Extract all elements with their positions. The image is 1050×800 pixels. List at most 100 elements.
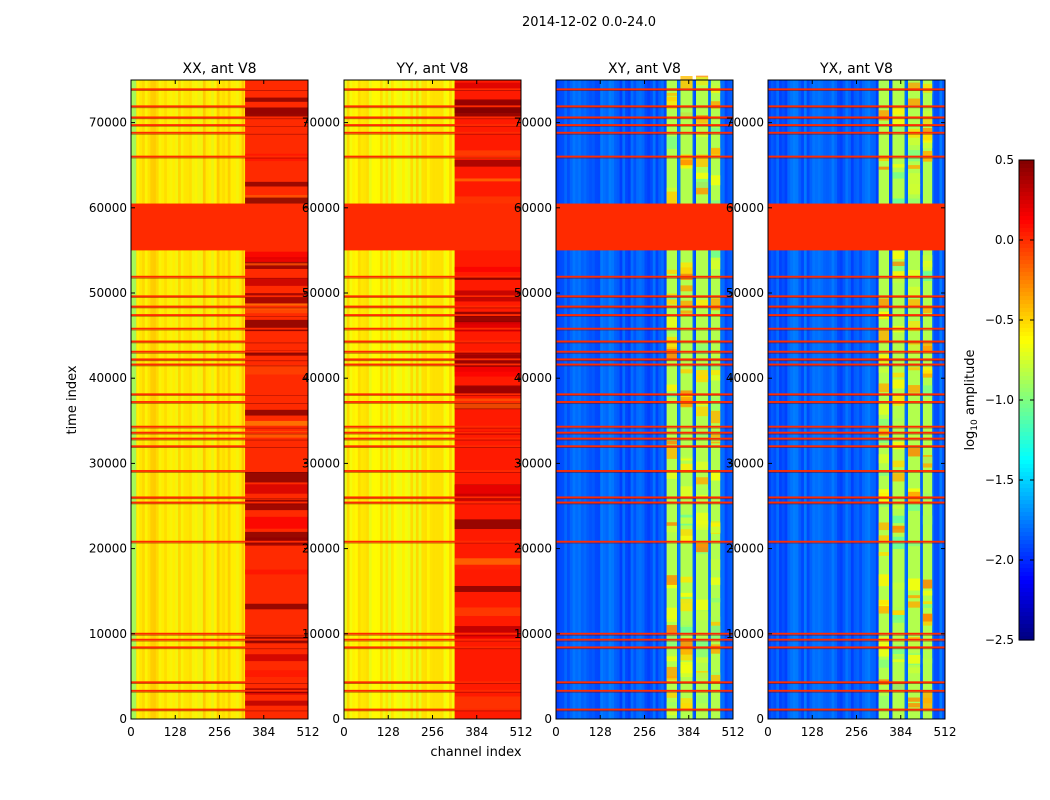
- band-texture: [696, 638, 709, 649]
- y-tick-label: 20000: [89, 542, 127, 556]
- band-texture: [922, 110, 933, 119]
- flagged-row: [344, 393, 521, 396]
- band-texture: [710, 298, 721, 311]
- colorbar-segment: [1019, 508, 1034, 513]
- band-texture: [908, 595, 921, 599]
- band-texture: [878, 469, 889, 476]
- colorbar-label: log10 amplitude: [963, 349, 980, 450]
- channel-stripe: [172, 80, 176, 719]
- band-texture: [245, 603, 308, 610]
- colorbar-tick-label: −0.5: [985, 313, 1014, 327]
- y-tick-label: 20000: [514, 542, 552, 556]
- band-texture: [922, 456, 933, 464]
- channel-stripe: [352, 80, 356, 719]
- colorbar-segment: [1019, 196, 1034, 201]
- channel-stripe: [875, 80, 879, 719]
- heatmap-panel: YX, ant V8 0 128 256 384 512 0 10000 20000 30000 4…: [726, 61, 957, 739]
- channel-stripe: [586, 80, 590, 719]
- band-texture: [878, 418, 889, 426]
- channel-band: [666, 80, 677, 719]
- flagged-row: [344, 540, 521, 543]
- band-texture: [710, 375, 721, 381]
- channel-stripe: [216, 80, 220, 719]
- channel-stripe: [906, 80, 910, 719]
- channel-stripe: [691, 80, 695, 719]
- band-texture: [666, 446, 677, 459]
- band-texture: [696, 432, 709, 438]
- channel-stripe: [175, 80, 179, 719]
- channel-stripe: [407, 80, 411, 719]
- colorbar-segment: [1019, 320, 1034, 325]
- panel-title: YX, ant V8: [819, 61, 893, 77]
- flagged-time-block: [768, 203, 945, 251]
- band-texture: [696, 656, 709, 663]
- band-texture: [666, 526, 677, 533]
- band-texture: [666, 92, 677, 96]
- band-texture: [892, 114, 905, 118]
- band-texture: [878, 81, 889, 91]
- channel-stripe: [236, 80, 239, 719]
- colorbar-segment: [1019, 452, 1034, 457]
- band-texture: [878, 695, 889, 709]
- band-texture: [908, 654, 921, 664]
- colorbar-segment: [1019, 588, 1034, 593]
- flagged-row: [131, 327, 308, 330]
- colorbar-segment: [1019, 316, 1034, 321]
- colorbar-segment: [1019, 520, 1034, 525]
- colorbar-segment: [1019, 256, 1034, 261]
- heatmap-panel: XX, ant V8 0 128 256 384 512 0 10000 20000 30000 4…: [89, 61, 320, 739]
- colorbar-segment: [1019, 204, 1034, 209]
- flagged-row: [556, 340, 733, 343]
- band-texture: [908, 344, 921, 357]
- x-tick-label: 128: [589, 725, 612, 739]
- channel-stripe: [779, 80, 782, 719]
- band-texture: [892, 515, 905, 524]
- channel-stripe: [931, 80, 934, 719]
- channel-stripe: [625, 80, 628, 719]
- flagged-row: [768, 638, 945, 641]
- band-texture: [696, 695, 709, 704]
- channel-stripe: [421, 80, 425, 719]
- colorbar-segment: [1019, 424, 1034, 429]
- channel-stripe: [658, 80, 662, 719]
- flagged-row: [344, 425, 521, 428]
- flagged-row: [556, 401, 733, 403]
- x-tick-label: 512: [722, 725, 745, 739]
- band-texture: [245, 181, 308, 187]
- band-texture: [922, 367, 933, 374]
- band-texture: [710, 472, 721, 481]
- band-texture: [680, 456, 693, 461]
- flagged-row: [768, 689, 945, 692]
- band-texture: [892, 659, 905, 663]
- colorbar-segment: [1019, 332, 1034, 337]
- channel-stripe: [859, 80, 863, 719]
- colorbar-segment: [1019, 512, 1034, 517]
- channel-stripe: [812, 80, 816, 719]
- channel-stripe: [817, 80, 821, 719]
- x-tick-label: 128: [801, 725, 824, 739]
- band-texture: [454, 351, 521, 362]
- channel-stripe: [402, 80, 405, 719]
- flagged-row: [556, 431, 733, 434]
- channel-stripe: [862, 80, 865, 719]
- flagged-row: [344, 632, 521, 635]
- band-texture: [666, 440, 677, 445]
- y-tick-label: 0: [332, 712, 340, 726]
- channel-stripe: [889, 80, 893, 719]
- channel-stripe: [636, 80, 639, 719]
- y-tick-label: 50000: [726, 286, 764, 300]
- channel-stripe: [809, 80, 813, 719]
- band-texture: [892, 418, 905, 422]
- y-tick-label: 50000: [302, 286, 340, 300]
- band-texture: [710, 598, 721, 603]
- band-texture: [878, 637, 889, 646]
- colorbar-segment: [1019, 448, 1034, 453]
- flagged-row: [556, 708, 733, 711]
- band-texture: [680, 310, 693, 314]
- channel-stripe: [828, 80, 832, 719]
- colorbar-segment: [1019, 360, 1034, 365]
- band-texture: [245, 307, 308, 314]
- band-texture: [892, 610, 905, 615]
- band-texture: [666, 582, 677, 589]
- band-texture: [245, 251, 308, 262]
